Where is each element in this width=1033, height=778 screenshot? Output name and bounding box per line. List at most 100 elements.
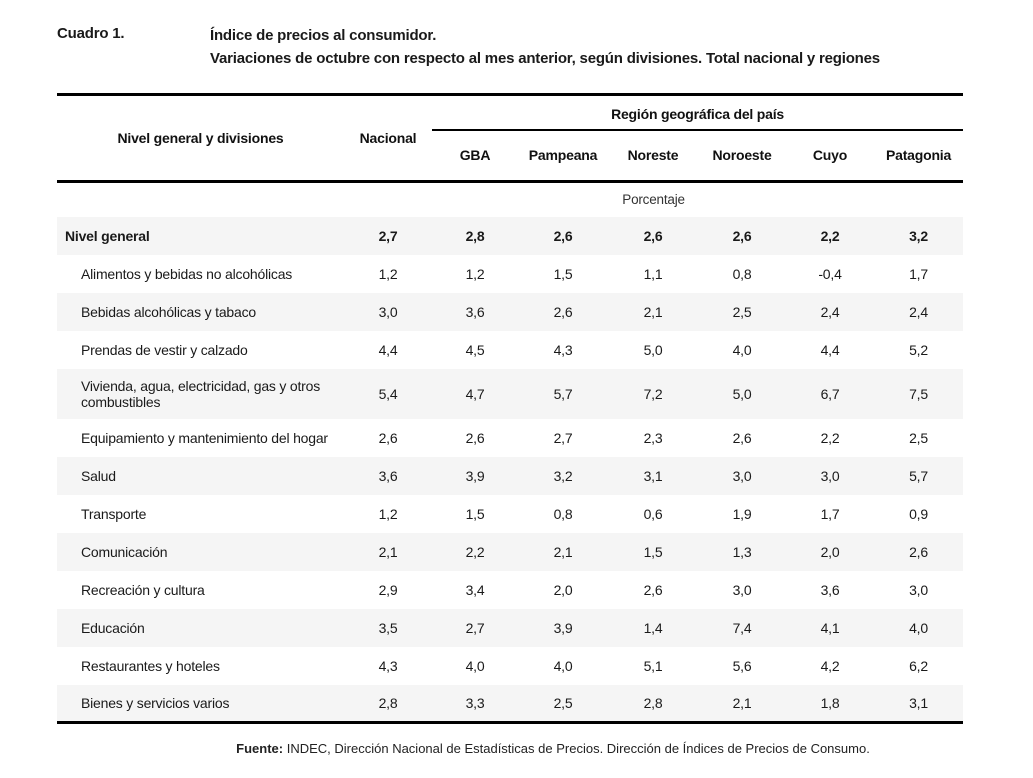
value-cell: 1,8 xyxy=(820,694,840,711)
header-row-regions: GBA Pampeana Noreste Noroeste Cuyo Patag… xyxy=(57,130,963,182)
value-cell: 2,8 xyxy=(643,694,663,711)
row-label: Bienes y servicios varios xyxy=(81,694,230,711)
table-title-line-1: Índice de precios al consumidor. xyxy=(210,27,437,44)
column-header-noroeste: Noroeste xyxy=(712,147,772,164)
value-cell: 0,6 xyxy=(643,505,663,522)
value-cell: 4,3 xyxy=(378,657,398,674)
value-cell: 2,6 xyxy=(643,581,663,598)
row-label: Vivienda, agua, electricidad, gas y otro… xyxy=(81,377,321,410)
source-note: Fuente: INDEC, Dirección Nacional de Est… xyxy=(57,741,963,756)
value-cell: 0,8 xyxy=(553,505,573,522)
table-row-nivel-general: Nivel general 2,7 2,8 2,6 2,6 2,6 2,2 3,… xyxy=(57,216,964,255)
row-label: Bebidas alcohólicas y tabaco xyxy=(81,303,256,320)
value-cell: 7,4 xyxy=(732,619,752,636)
value-cell: 3,1 xyxy=(909,694,928,711)
value-cell: 1,3 xyxy=(732,543,752,560)
header-row-groups: Nivel general y divisiones Nacional Regi… xyxy=(57,94,964,146)
row-label: Nivel general xyxy=(65,227,150,244)
value-cell: 3,5 xyxy=(378,619,398,636)
table-header: Nivel general y divisiones Nacional Regi… xyxy=(57,94,964,182)
value-cell: 3,2 xyxy=(909,227,928,244)
value-cell: 4,4 xyxy=(820,341,840,358)
source-text: INDEC, Dirección Nacional de Estadística… xyxy=(283,741,870,756)
value-cell: 2,9 xyxy=(378,581,398,598)
value-cell: 5,2 xyxy=(909,341,928,358)
value-cell: 4,0 xyxy=(553,657,573,674)
table-row-educacion: Educación 3,5 2,7 3,9 1,4 7,4 4,1 4,0 xyxy=(57,608,964,647)
value-cell: 5,6 xyxy=(732,657,752,674)
value-cell: 2,8 xyxy=(378,694,398,711)
value-cell: 3,9 xyxy=(465,467,485,484)
value-cell: 3,0 xyxy=(909,581,928,598)
value-cell: 4,0 xyxy=(909,619,928,636)
row-label: Restaurantes y hoteles xyxy=(81,657,220,674)
table-row-bebidas: Bebidas alcohólicas y tabaco 3,0 3,6 2,6… xyxy=(57,292,964,331)
unit-row: Porcentaje xyxy=(57,181,964,217)
row-label: Recreación y cultura xyxy=(81,581,205,598)
column-header-cuyo: Cuyo xyxy=(812,147,848,164)
value-cell: 2,6 xyxy=(643,227,663,244)
value-cell: 2,6 xyxy=(378,429,398,446)
value-cell: 2,3 xyxy=(643,429,663,446)
value-cell: 2,1 xyxy=(378,543,398,560)
value-cell: 1,9 xyxy=(732,505,752,522)
value-cell: 2,0 xyxy=(553,581,573,598)
table-title-line-2: Variaciones de octubre con respecto al m… xyxy=(210,50,880,68)
table-row-recreacion: Recreación y cultura 2,9 3,4 2,0 2,6 3,0… xyxy=(57,570,964,609)
value-cell: 2,0 xyxy=(820,543,840,560)
value-cell: 2,8 xyxy=(465,227,485,244)
value-cell: 3,0 xyxy=(732,581,752,598)
column-header-divisions: Nivel general y divisiones xyxy=(117,130,284,146)
value-cell: 5,7 xyxy=(909,467,928,484)
value-cell: 1,2 xyxy=(378,505,398,522)
value-cell: 2,6 xyxy=(553,227,573,244)
value-cell: 5,1 xyxy=(643,657,663,674)
value-cell: 4,4 xyxy=(378,341,398,358)
value-cell: 4,0 xyxy=(465,657,485,674)
table-row-vivienda: Vivienda, agua, electricidad, gas y otro… xyxy=(57,368,964,419)
row-label: Comunicación xyxy=(81,543,168,560)
unit-label: Porcentaje xyxy=(344,181,964,217)
value-cell: 2,5 xyxy=(732,303,752,320)
value-cell: 2,6 xyxy=(553,303,573,320)
table-row-prendas: Prendas de vestir y calzado 4,4 4,5 4,3 … xyxy=(57,330,964,369)
value-cell: 4,2 xyxy=(820,657,840,674)
value-cell: 1,7 xyxy=(820,505,840,522)
value-cell: 1,5 xyxy=(553,265,573,282)
table-row-alimentos: Alimentos y bebidas no alcohólicas 1,2 1… xyxy=(57,254,964,293)
row-label: Educación xyxy=(81,619,145,636)
value-cell: 2,4 xyxy=(820,303,840,320)
value-cell: 4,3 xyxy=(553,341,573,358)
value-cell: 3,0 xyxy=(732,467,752,484)
value-cell: 2,4 xyxy=(909,303,928,320)
value-cell: 3,9 xyxy=(553,619,573,636)
value-cell: 1,1 xyxy=(643,265,663,282)
value-cell: 3,0 xyxy=(820,467,840,484)
value-cell: 2,6 xyxy=(909,543,928,560)
value-cell: 3,4 xyxy=(465,581,485,598)
value-cell: 3,2 xyxy=(553,467,573,484)
table-row-comunicacion: Comunicación 2,1 2,2 2,1 1,5 1,3 2,0 2,6 xyxy=(57,532,964,571)
table-row-transporte: Transporte 1,2 1,5 0,8 0,6 1,9 1,7 0,9 xyxy=(57,494,964,533)
value-cell: 2,5 xyxy=(909,429,928,446)
value-cell: 7,5 xyxy=(909,385,928,402)
value-cell: 2,1 xyxy=(643,303,663,320)
value-cell: 4,1 xyxy=(820,619,840,636)
value-cell: 3,6 xyxy=(820,581,840,598)
table-body: Nivel general 2,7 2,8 2,6 2,6 2,6 2,2 3,… xyxy=(57,216,964,723)
column-header-nacional: Nacional xyxy=(359,130,417,146)
table-title: Índice de precios al consumidor. Variaci… xyxy=(210,24,880,71)
price-index-table: Nivel general y divisiones Nacional Regi… xyxy=(57,93,964,724)
value-cell: 4,7 xyxy=(465,385,485,402)
row-label: Salud xyxy=(81,467,116,484)
table-row-equipamiento: Equipamiento y mantenimiento del hogar 2… xyxy=(57,418,964,457)
unit-row-spacer xyxy=(57,181,344,217)
table-row-bienes: Bienes y servicios varios 2,8 3,3 2,5 2,… xyxy=(57,684,964,723)
value-cell: 1,4 xyxy=(643,619,663,636)
value-cell: 3,3 xyxy=(465,694,485,711)
value-cell: 2,6 xyxy=(465,429,485,446)
value-cell: 1,2 xyxy=(378,265,398,282)
value-cell: 2,2 xyxy=(820,429,840,446)
value-cell: 4,5 xyxy=(465,341,485,358)
